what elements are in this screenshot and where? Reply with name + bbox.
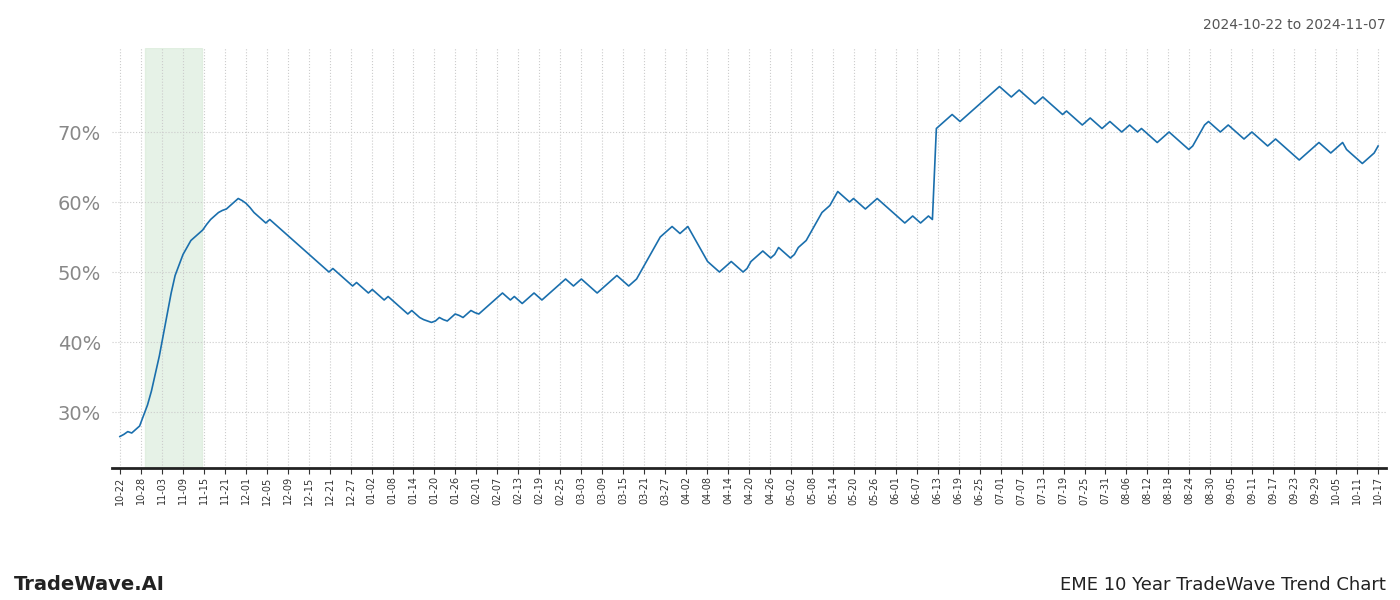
- Text: TradeWave.AI: TradeWave.AI: [14, 575, 165, 594]
- Text: 2024-10-22 to 2024-11-07: 2024-10-22 to 2024-11-07: [1204, 18, 1386, 32]
- Bar: [146, 48, 202, 468]
- Text: EME 10 Year TradeWave Trend Chart: EME 10 Year TradeWave Trend Chart: [1060, 576, 1386, 594]
